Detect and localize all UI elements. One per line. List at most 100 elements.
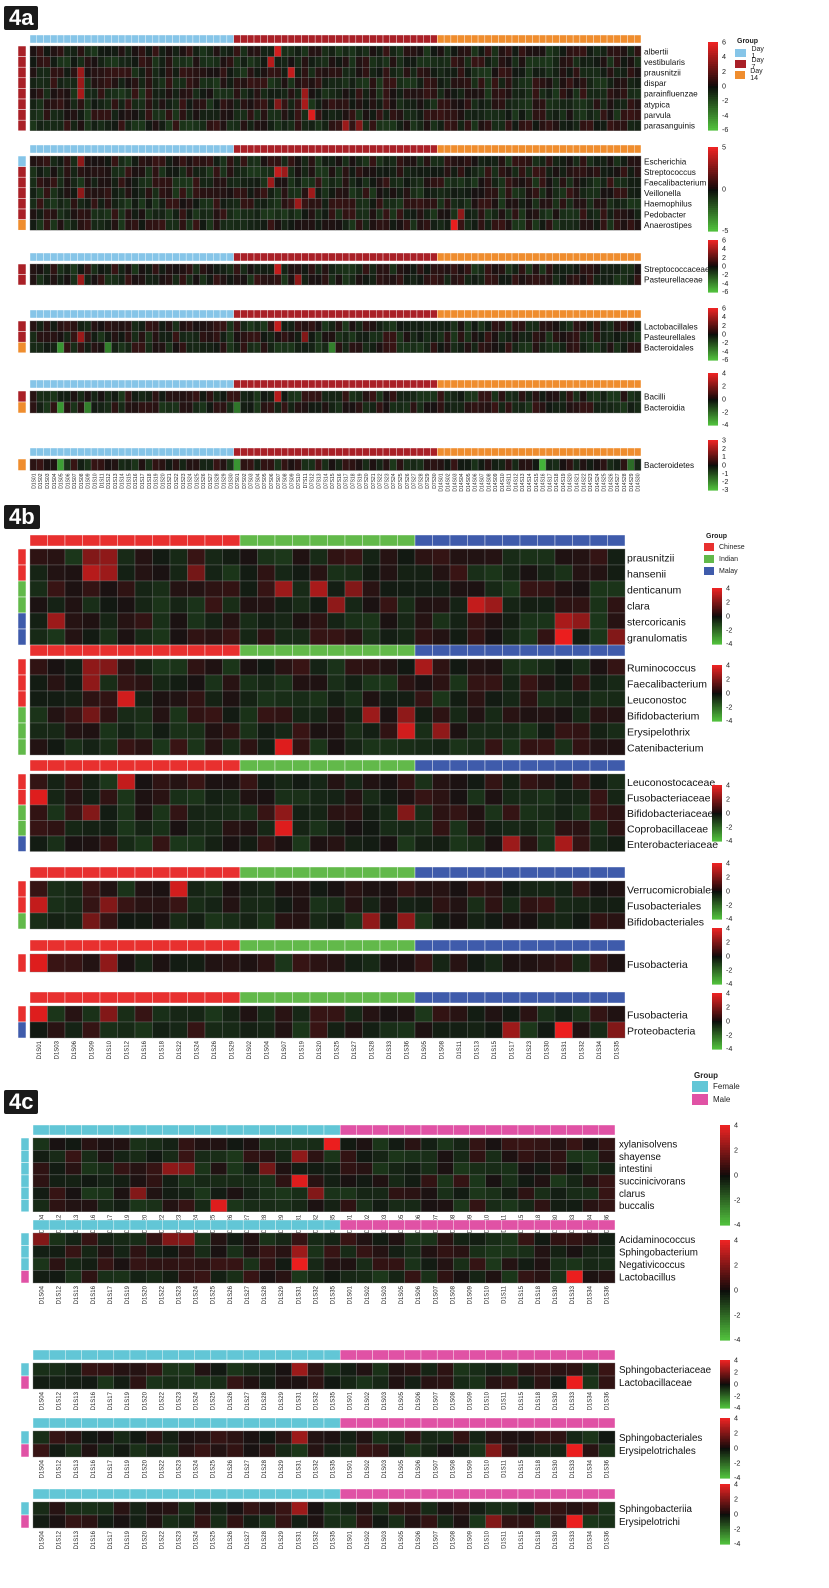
column-group-cell [432, 644, 451, 657]
heatmap-cell [36, 263, 44, 275]
column-group-cell [344, 534, 363, 547]
column-group-cell [292, 939, 311, 952]
column-group-cell [403, 34, 411, 44]
heatmap-cell [464, 98, 472, 110]
heatmap-cell [389, 390, 397, 403]
heatmap-cell [309, 896, 328, 914]
column-group-cell [274, 309, 282, 319]
heatmap-cell [267, 98, 275, 110]
heatmap-cell [414, 896, 433, 914]
heatmap-cell [518, 67, 526, 78]
heatmap-cell [572, 120, 581, 131]
heatmap-cell [314, 56, 323, 68]
column-group-cell [566, 252, 574, 262]
heatmap-cell [511, 187, 519, 199]
heatmap-cell [29, 187, 37, 199]
column-group-cell [151, 447, 160, 457]
column-group-cell [566, 144, 574, 154]
column-label: D1S06 [65, 473, 71, 489]
heatmap-cell [335, 401, 343, 414]
column-group-cell [309, 644, 328, 657]
heatmap-cell [213, 56, 221, 68]
heatmap-cell [335, 98, 343, 110]
heatmap-cell [505, 155, 513, 167]
column-group-cell [82, 644, 101, 657]
heatmap-cell [362, 612, 381, 630]
heatmap-cell [84, 219, 92, 231]
column-label: D14S20 [568, 473, 574, 491]
colorbar-step [708, 254, 718, 257]
heatmap-cell [634, 67, 642, 78]
column-label: D1S05 [399, 1285, 405, 1304]
heatmap-cell [404, 1137, 422, 1151]
heatmap-cell [379, 1021, 398, 1039]
heatmap-cell [169, 564, 188, 582]
heatmap-cell [502, 953, 521, 973]
column-group-cell [464, 379, 472, 389]
heatmap-cell [620, 331, 628, 343]
column-group-cell [219, 252, 228, 262]
heatmap-cell [113, 1199, 131, 1212]
colorbar-tick-label: -2 [734, 1311, 740, 1320]
heatmap-cell [260, 274, 268, 286]
heatmap-cell [477, 109, 486, 121]
heatmap-cell [301, 263, 309, 275]
heatmap-cell [502, 896, 521, 914]
heatmap-cell [467, 564, 486, 582]
row-group-cell [17, 166, 27, 178]
colorbar-step [708, 189, 718, 192]
column-label: D14S14 [527, 473, 533, 491]
heatmap-cell [379, 596, 398, 614]
column-group-cell [70, 34, 78, 44]
heatmap-cell [240, 331, 248, 343]
colorbar-step [720, 1152, 730, 1156]
heatmap-cell [281, 331, 289, 343]
heatmap-cell [219, 331, 228, 343]
column-group-cell [43, 34, 51, 44]
column-group-cell [538, 144, 547, 154]
colorbar-step [712, 714, 722, 716]
heatmap-cell [275, 1199, 292, 1212]
heatmap-cell [97, 198, 105, 210]
heatmap-cell [449, 835, 468, 852]
column-group-cell [484, 534, 503, 547]
row-label: prausnitzii [644, 68, 681, 77]
heatmap-cell [206, 120, 214, 131]
heatmap-cell [450, 342, 458, 353]
colorbar-step [720, 1182, 730, 1186]
heatmap-cell [239, 1005, 258, 1023]
heatmap-cell [222, 1021, 241, 1039]
colorbar-tick-label: -4 [726, 914, 732, 923]
heatmap-cell [179, 109, 187, 121]
heatmap-cell [56, 88, 65, 100]
colorbar-step [708, 286, 718, 289]
heatmap-cell [342, 219, 350, 231]
column-group-cell [525, 379, 533, 389]
heatmap-cell [29, 580, 48, 598]
column-label: D14S30 [636, 473, 642, 491]
heatmap-cell [97, 1137, 115, 1151]
column-group-cell [63, 309, 71, 319]
colorbar-step [708, 242, 718, 245]
heatmap-cell [362, 109, 370, 121]
heatmap-cell [464, 198, 472, 210]
heatmap-cell [274, 67, 282, 78]
colorbar-step [708, 279, 718, 281]
column-group-cell [151, 144, 160, 154]
heatmap-cell [606, 320, 615, 332]
heatmap-cell [416, 390, 424, 403]
column-group-cell [124, 379, 133, 389]
heatmap-cell [90, 342, 99, 353]
heatmap-cell [362, 564, 381, 582]
heatmap-cell [47, 953, 66, 973]
heatmap-cell [443, 67, 452, 78]
heatmap-cell [430, 155, 438, 167]
colorbar-step [708, 413, 718, 416]
heatmap-cell [379, 820, 398, 837]
heatmap-cell [308, 155, 316, 167]
colorbar-step [708, 442, 718, 445]
heatmap-cell [403, 342, 411, 353]
heatmap-cell [532, 274, 540, 286]
heatmap-cell [145, 67, 153, 78]
heatmap-cell [281, 67, 289, 78]
